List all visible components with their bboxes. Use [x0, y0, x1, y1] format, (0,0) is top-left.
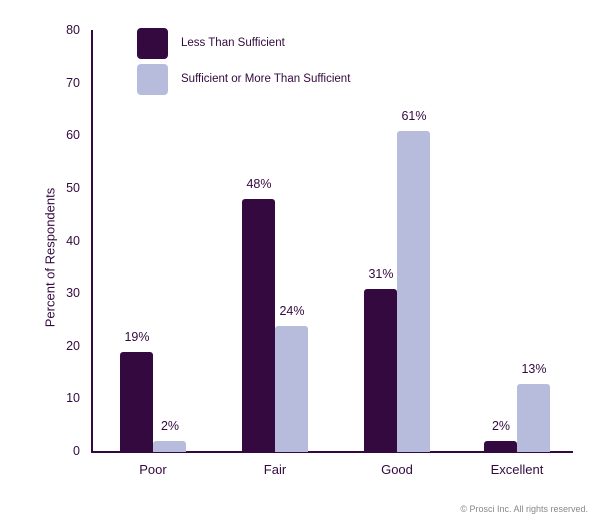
- bar-poor-series-0: [120, 352, 153, 452]
- copyright-text: © Prosci Inc. All rights reserved.: [460, 504, 588, 514]
- legend-swatch-sufficient: [137, 64, 168, 95]
- x-axis-line: [91, 451, 573, 453]
- legend-label-sufficient: Sufficient or More Than Sufficient: [181, 73, 351, 85]
- y-tick-label: 60: [66, 128, 80, 143]
- bar-value-label: 2%: [160, 419, 180, 434]
- bar-value-label: 31%: [368, 266, 394, 281]
- y-tick-label: 70: [66, 75, 80, 90]
- y-tick-label: 50: [66, 180, 80, 195]
- bar-value-label: 61%: [401, 108, 427, 123]
- bar-value-label: 48%: [246, 177, 272, 192]
- y-axis-line: [91, 30, 93, 453]
- bar-value-label: 19%: [124, 330, 150, 344]
- bar-fair-series-1: [275, 325, 308, 452]
- y-tick-label: 20: [66, 338, 80, 353]
- legend-label-less-than-sufficient: Less Than Sufficient: [181, 37, 285, 49]
- x-category-label: Good: [381, 462, 413, 477]
- bar-excellent-series-0: [484, 441, 517, 452]
- bar-fair-series-0: [242, 199, 275, 452]
- y-tick-label: 10: [66, 391, 80, 406]
- bar-poor-series-1: [153, 441, 186, 452]
- y-tick-label: 30: [66, 286, 80, 301]
- bar-good-series-0: [364, 288, 397, 452]
- y-tick-label: 40: [66, 233, 80, 248]
- x-category-label: Excellent: [490, 462, 544, 477]
- y-tick-label: 80: [66, 23, 80, 37]
- bar-value-label: 13%: [521, 361, 547, 376]
- x-category-label: Poor: [139, 462, 167, 477]
- x-category-label: Fair: [263, 462, 287, 477]
- bar-value-label: 2%: [491, 419, 511, 434]
- bar-good-series-1: [397, 130, 430, 452]
- legend-swatch-less-than-sufficient: [137, 28, 168, 59]
- bar-excellent-series-1: [517, 383, 550, 452]
- y-tick-label: 0: [73, 444, 80, 458]
- bar-value-label: 24%: [279, 303, 305, 318]
